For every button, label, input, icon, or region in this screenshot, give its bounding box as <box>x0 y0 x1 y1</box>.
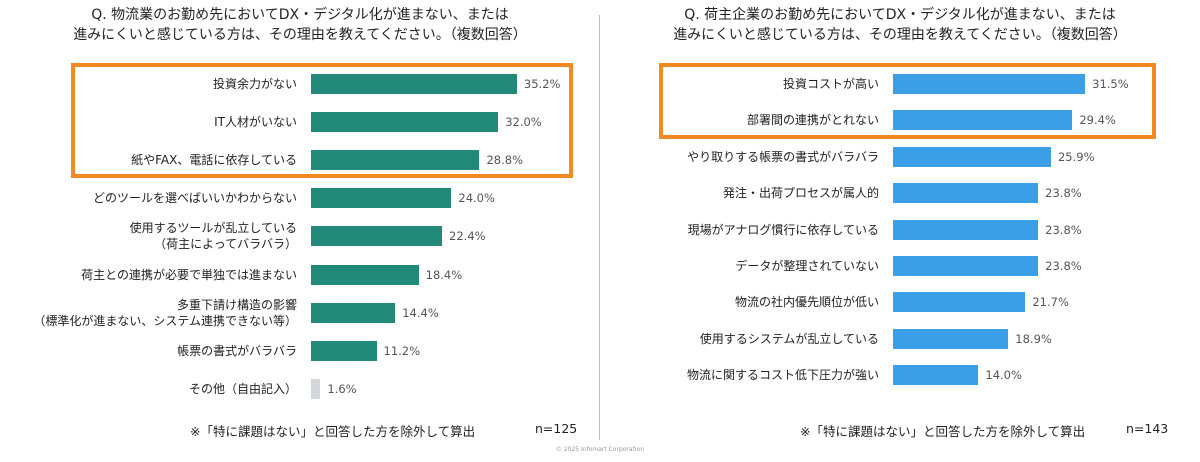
chart-title: Q. 物流業のお勤め先においてDX・デジタル化が進まない、または 進みにくいと感… <box>73 7 527 43</box>
category-label: データが整理されていない <box>735 259 879 273</box>
value-label: 29.4% <box>1079 113 1116 128</box>
value-label: 28.8% <box>486 153 524 168</box>
sample-size: n=125 <box>535 421 578 436</box>
bar <box>311 74 517 94</box>
category-label: 物流の社内優先順位が低い <box>734 295 879 310</box>
category-label: やり取りする帳票の書式がバラバラ <box>687 149 879 164</box>
category-label: 帳票の書式がバラバラ <box>177 343 297 358</box>
bar <box>893 256 1039 276</box>
category-label: 使用するシステムが乱立している <box>699 331 879 346</box>
category-label: IT人材がいない <box>214 115 297 130</box>
category-label: 部署間の連携がとれない <box>746 113 879 128</box>
bar <box>893 110 1073 131</box>
bar <box>311 150 480 171</box>
bar <box>893 365 979 386</box>
category-label: その他（自由記入） <box>188 381 297 396</box>
value-label: 18.9% <box>1015 331 1052 346</box>
value-label: 32.0% <box>505 115 542 130</box>
bar <box>311 226 443 247</box>
category-label: 物流に関するコスト低下圧力が強い <box>686 368 879 383</box>
bar <box>311 112 499 133</box>
value-label: 31.5% <box>1092 77 1129 91</box>
value-label: 24.0% <box>458 191 495 206</box>
category-label: 紙やFAX、電話に依存している <box>131 153 297 168</box>
category-label: 投資コストが高い <box>782 77 879 91</box>
bar <box>311 340 377 361</box>
category-label: 荷主との連携が必要で単独では進まない <box>81 267 297 282</box>
category-label: 使用するツールが乱立している （荷主によってバラバラ） <box>129 221 297 252</box>
value-label: 25.9% <box>1057 149 1095 164</box>
value-label: 11.2% <box>383 343 421 358</box>
value-label: 23.8% <box>1045 222 1082 237</box>
value-label: 22.4% <box>449 229 486 244</box>
category-label: 発注・出荷プロセスが属人的 <box>722 186 879 201</box>
footnote: ※「特に課題はない」と回答した方を除外して算出 <box>190 424 476 439</box>
value-label: 18.4% <box>425 267 463 282</box>
bar <box>893 219 1039 240</box>
value-label: 1.6% <box>327 381 357 396</box>
category-label: 現場がアナログ慣行に依存している <box>687 222 879 237</box>
value-label: 35.2% <box>523 77 561 91</box>
value-label: 23.8% <box>1045 259 1082 273</box>
category-label: どのツールを選べばいいかわからない <box>92 191 297 206</box>
highlight-box <box>71 63 573 178</box>
value-label: 23.8% <box>1045 186 1082 201</box>
bar <box>893 183 1039 204</box>
bar <box>893 292 1026 313</box>
bar <box>893 328 1009 349</box>
bar <box>311 302 396 323</box>
value-label: 14.0% <box>985 368 1022 383</box>
bar <box>893 74 1086 94</box>
sample-size: n=143 <box>1126 421 1169 436</box>
copyright: © 2025 Infomart Corporation <box>555 446 645 453</box>
category-label: 多重下請け構造の影響 （標準化が進まない、システム連携できない等） <box>33 297 297 328</box>
category-label: 投資余力がない <box>212 77 297 91</box>
value-label: 14.4% <box>402 305 439 320</box>
value-label: 21.7% <box>1032 295 1069 310</box>
bar <box>311 188 452 209</box>
footnote: ※「特に課題はない」と回答した方を除外して算出 <box>800 424 1086 439</box>
bar <box>893 146 1051 167</box>
chart-title: Q. 荷主企業のお勤め先においてDX・デジタル化が進まない、または 進みにくいと… <box>673 7 1127 43</box>
bar <box>311 264 419 285</box>
divider <box>599 15 600 440</box>
highlight-box <box>659 63 1156 139</box>
bar <box>311 378 321 399</box>
